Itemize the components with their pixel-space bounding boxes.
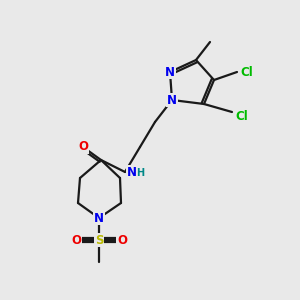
Text: Cl: Cl [236,110,248,122]
Text: H: H [136,168,144,178]
Text: N: N [94,212,104,224]
Text: O: O [117,233,127,247]
Text: N: N [165,65,175,79]
Text: N: N [127,166,137,178]
Text: S: S [95,233,103,247]
Text: Cl: Cl [241,65,254,79]
Text: O: O [71,233,81,247]
Text: N: N [167,94,177,106]
Text: O: O [78,140,88,154]
